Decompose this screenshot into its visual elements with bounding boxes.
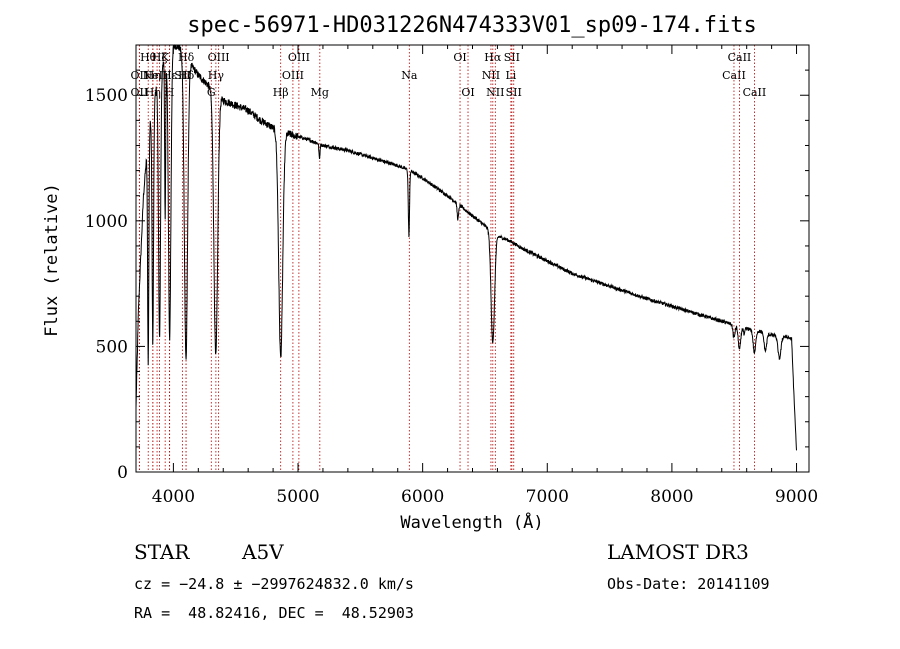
- obs-date: Obs-Date: 20141109: [607, 575, 770, 593]
- marker-label-19: Mg: [311, 86, 329, 99]
- x-axis-label: Wavelength (Å): [400, 511, 543, 533]
- marker-label-23: NII: [482, 69, 500, 82]
- marker-label-6: Hζ: [152, 51, 168, 64]
- x-tick-label-6000: 6000: [401, 487, 444, 507]
- redshift-text: cz = −24.8 ± −2997624832.0 km/s: [134, 575, 414, 593]
- marker-label-0: OII: [131, 69, 149, 82]
- spectrum-line: [135, 44, 797, 451]
- x-tick-label-8000: 8000: [650, 487, 693, 507]
- marker-label-22: OI: [461, 86, 474, 99]
- x-tick-label-4000: 4000: [152, 487, 195, 507]
- marker-label-28: SII: [506, 86, 522, 99]
- marker-label-18: OIII: [288, 51, 310, 64]
- y-tick-label-1500: 1500: [85, 86, 128, 106]
- y-axis-label: Flux (relative): [42, 183, 62, 337]
- marker-label-14: Hγ: [208, 69, 225, 82]
- y-tick-label-500: 500: [96, 337, 128, 357]
- survey-name: LAMOST DR3: [607, 540, 749, 564]
- chart-title: spec-56971-HD031226N474333V01_sp09-174.f…: [187, 13, 757, 38]
- marker-label-17: OIII: [282, 69, 304, 82]
- marker-label-4: Hη: [145, 69, 161, 82]
- marker-label-21: OI: [453, 51, 466, 64]
- coordinates: RA = 48.82416, DEC = 48.52903: [134, 604, 414, 622]
- marker-label-20: Na: [401, 69, 418, 82]
- marker-label-16: Hβ: [273, 86, 289, 99]
- axes: 4000 5000 6000 7000 8000 9000 0 500 1000 1500: [85, 44, 818, 507]
- marker-label-27: SII: [504, 51, 520, 64]
- marker-label-15: OIII: [208, 51, 230, 64]
- marker-label-24: Hα: [484, 51, 502, 64]
- plot-frame: [135, 44, 810, 473]
- spectrum-series: [135, 44, 797, 451]
- marker-label-31: CaII: [743, 86, 767, 99]
- marker-label-8: H: [165, 86, 175, 99]
- marker-label-30: CaII: [728, 51, 752, 64]
- x-tick-label-7000: 7000: [526, 487, 569, 507]
- marker-label-12: Hδ: [178, 69, 195, 82]
- marker-label-7: K: [161, 51, 170, 64]
- marker-label-1: OII: [131, 86, 149, 99]
- line-markers: OIIOIIHθHηHηNeIIIHζKHHεSIIHδHδGHγOIIIHβO…: [131, 45, 767, 472]
- x-tick-label-9000: 9000: [775, 487, 818, 507]
- marker-label-29: CaII: [722, 69, 746, 82]
- object-subclass: A5V: [242, 540, 284, 564]
- marker-label-26: Li: [505, 69, 516, 82]
- x-tick-label-5000: 5000: [276, 487, 319, 507]
- object-class: STAR: [134, 540, 190, 564]
- y-tick-label-0: 0: [117, 463, 128, 483]
- marker-label-2: Hθ: [140, 51, 157, 64]
- marker-label-25: NII: [486, 86, 504, 99]
- y-tick-label-1000: 1000: [85, 212, 128, 232]
